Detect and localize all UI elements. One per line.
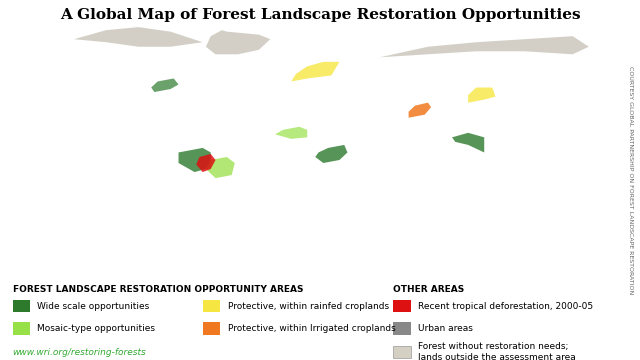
Polygon shape: [316, 145, 348, 163]
FancyBboxPatch shape: [394, 322, 411, 335]
Text: Forest without restoration needs;
lands outside the assessment area: Forest without restoration needs; lands …: [418, 342, 576, 360]
Text: Urban areas: Urban areas: [418, 324, 473, 333]
Polygon shape: [408, 103, 431, 118]
FancyBboxPatch shape: [394, 300, 411, 312]
FancyBboxPatch shape: [13, 322, 29, 335]
Polygon shape: [29, 42, 195, 81]
Polygon shape: [179, 148, 211, 172]
Polygon shape: [170, 127, 243, 213]
Polygon shape: [206, 30, 270, 54]
Polygon shape: [206, 157, 235, 178]
Polygon shape: [452, 133, 484, 152]
Polygon shape: [270, 118, 376, 198]
Text: Protective, within rainfed croplands: Protective, within rainfed croplands: [228, 302, 388, 311]
Polygon shape: [452, 115, 489, 145]
Polygon shape: [339, 62, 541, 138]
Polygon shape: [151, 78, 179, 92]
Polygon shape: [291, 62, 339, 81]
Text: Wide scale opportunities: Wide scale opportunities: [37, 302, 149, 311]
Text: COURTESY GLOBAL PARTNERSHIP ON FOREST LANDSCAPE RESTORATION: COURTESY GLOBAL PARTNERSHIP ON FOREST LA…: [628, 66, 633, 294]
Polygon shape: [483, 172, 547, 202]
Polygon shape: [380, 36, 589, 57]
FancyBboxPatch shape: [394, 346, 411, 359]
Text: Protective, within Irrigated croplands: Protective, within Irrigated croplands: [228, 324, 396, 333]
Text: Recent tropical deforestation, 2000-05: Recent tropical deforestation, 2000-05: [418, 302, 593, 311]
Polygon shape: [468, 87, 495, 103]
Text: OTHER AREAS: OTHER AREAS: [394, 285, 465, 294]
Polygon shape: [74, 27, 203, 47]
Polygon shape: [283, 54, 355, 90]
Text: www.wri.org/restoring-forests: www.wri.org/restoring-forests: [13, 348, 147, 356]
FancyBboxPatch shape: [13, 300, 29, 312]
Text: A Global Map of Forest Landscape Restoration Opportunities: A Global Map of Forest Landscape Restora…: [60, 8, 580, 22]
Polygon shape: [408, 109, 436, 136]
Polygon shape: [196, 154, 216, 172]
Polygon shape: [275, 127, 307, 139]
Text: Mosaic-type opportunities: Mosaic-type opportunities: [37, 324, 155, 333]
FancyBboxPatch shape: [203, 322, 220, 335]
Text: FOREST LANDSCAPE RESTORATION OPPORTUNITY AREAS: FOREST LANDSCAPE RESTORATION OPPORTUNITY…: [13, 285, 303, 294]
FancyBboxPatch shape: [203, 300, 220, 312]
